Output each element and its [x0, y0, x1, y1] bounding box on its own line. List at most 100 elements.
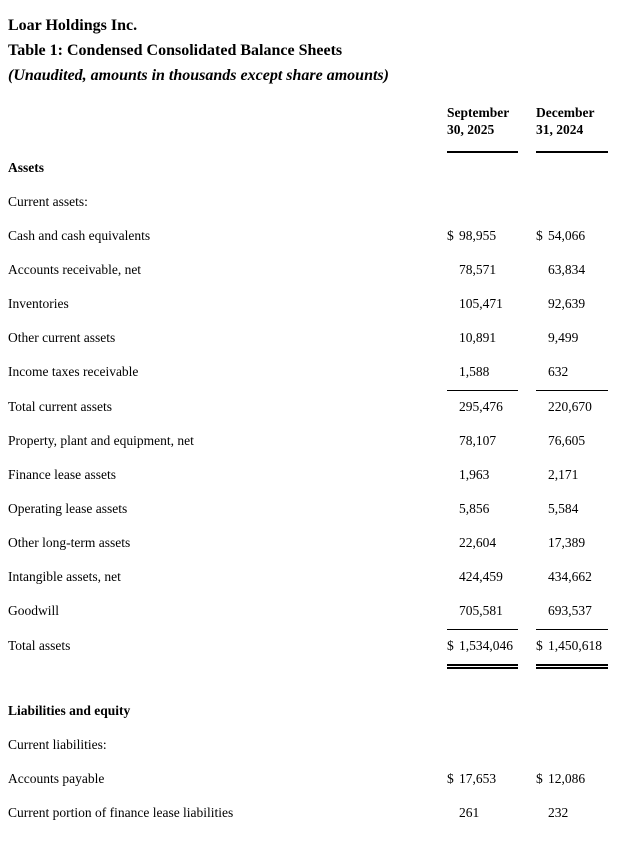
currency-symbol: $: [536, 638, 543, 653]
row-label: Other current assets: [8, 330, 116, 345]
amount: 1,588: [459, 364, 490, 379]
amount: 1,963: [459, 467, 490, 482]
value-cell-period-1: 261: [447, 797, 518, 831]
value-cell-period-2: $12,086: [536, 763, 608, 797]
row-label: Cash and cash equivalents: [8, 228, 151, 243]
table-row-total-assets: Total assets $1,534,046 $1,450,618: [8, 629, 624, 669]
currency-symbol: $: [447, 771, 454, 786]
row-label: Current portion of finance lease liabili…: [8, 805, 234, 820]
section-heading: Assets: [8, 160, 44, 175]
row-label: Total assets: [8, 637, 71, 653]
value-cell-period-2: 220,670: [536, 391, 608, 426]
table-row-intangible-assets: Intangible assets, net 424,459 434,662: [8, 561, 624, 595]
value-cell-period-1: 5,856: [447, 493, 518, 527]
table-row-section-liabilities: Liabilities and equity: [8, 695, 624, 729]
table-row-other-current-assets: Other current assets 10,891 9,499: [8, 322, 624, 356]
row-label: Current liabilities:: [8, 737, 107, 752]
table-row-current-liabilities-heading: Current liabilities:: [8, 729, 624, 763]
table-row-inventories: Inventories 105,471 92,639: [8, 288, 624, 322]
amount: 434,662: [548, 569, 592, 584]
amount: 54,066: [548, 228, 586, 243]
row-label: Operating lease assets: [8, 501, 128, 516]
amount: 9,499: [548, 330, 579, 345]
amount: 632: [548, 364, 569, 379]
value-cell-period-1: 22,604: [447, 527, 518, 561]
amount: 17,389: [548, 535, 586, 550]
row-label: Accounts receivable, net: [8, 262, 142, 277]
table-row-section-assets: Assets: [8, 152, 624, 186]
value-cell-period-2: 92,639: [536, 288, 608, 322]
value-cell-period-2: $54,066: [536, 220, 608, 254]
value-cell-period-2: 63,834: [536, 254, 608, 288]
amount: 22,604: [459, 535, 497, 550]
value-cell-period-2: $1,450,618: [536, 629, 608, 669]
value-cell-period-1: 78,107: [447, 425, 518, 459]
currency-symbol: $: [447, 228, 454, 243]
table-row-cash: Cash and cash equivalents $98,955 $54,06…: [8, 220, 624, 254]
value-cell-period-2: 434,662: [536, 561, 608, 595]
value-cell-period-2: 5,584: [536, 493, 608, 527]
amount: 1,534,046: [459, 638, 513, 653]
value-cell-period-1: $17,653: [447, 763, 518, 797]
amount: 5,584: [548, 501, 579, 516]
amount: 78,107: [459, 433, 497, 448]
value-cell-period-1: 295,476: [447, 391, 518, 426]
value-cell-period-1: 78,571: [447, 254, 518, 288]
row-label: Finance lease assets: [8, 467, 116, 482]
value-cell-period-2: 693,537: [536, 595, 608, 630]
value-cell-period-1: 1,963: [447, 459, 518, 493]
amount: 705,581: [459, 603, 503, 618]
amount: 78,571: [459, 262, 497, 277]
amount: 220,670: [548, 399, 592, 414]
amount: 92,639: [548, 296, 586, 311]
table-row-goodwill: Goodwill 705,581 693,537: [8, 595, 624, 630]
table-row-income-taxes-receivable: Income taxes receivable 1,588 632: [8, 356, 624, 391]
amount: 10,891: [459, 330, 497, 345]
value-cell-period-1: $98,955: [447, 220, 518, 254]
column-header-row: September 30, 2025 December 31, 2024: [8, 88, 624, 153]
section-spacer: [8, 667, 624, 696]
row-label: Intangible assets, net: [8, 569, 121, 584]
amount: 424,459: [459, 569, 503, 584]
value-cell-period-2: 232: [536, 797, 608, 831]
table-row-current-finance-lease-liabilities: Current portion of finance lease liabili…: [8, 797, 624, 831]
table-row-current-assets-heading: Current assets:: [8, 186, 624, 220]
table-row-operating-lease-assets: Operating lease assets 5,856 5,584: [8, 493, 624, 527]
amount: 17,653: [459, 771, 497, 786]
row-label: Inventories: [8, 296, 69, 311]
value-cell-period-2: 17,389: [536, 527, 608, 561]
amount: 1,450,618: [548, 638, 602, 653]
amount: 261: [459, 805, 480, 820]
balance-sheet-table: September 30, 2025 December 31, 2024 Ass…: [8, 88, 624, 831]
value-cell-period-1: $1,534,046: [447, 629, 518, 669]
row-label: Accounts payable: [8, 771, 105, 786]
company-name: Loar Holdings Inc.: [8, 17, 138, 34]
table-row-finance-lease-assets: Finance lease assets 1,963 2,171: [8, 459, 624, 493]
value-cell-period-1: 424,459: [447, 561, 518, 595]
value-cell-period-1: 105,471: [447, 288, 518, 322]
amount: 5,856: [459, 501, 490, 516]
table-row-other-long-term-assets: Other long-term assets 22,604 17,389: [8, 527, 624, 561]
amount: 12,086: [548, 771, 586, 786]
amount: 693,537: [548, 603, 592, 618]
column-header-period-1: September 30, 2025: [447, 88, 518, 153]
table-row-ppe: Property, plant and equipment, net 78,10…: [8, 425, 624, 459]
amount: 232: [548, 805, 569, 820]
currency-symbol: $: [447, 638, 454, 653]
value-cell-period-2: 76,605: [536, 425, 608, 459]
column-header-period-2: December 31, 2024: [536, 88, 608, 153]
value-cell-period-1: 10,891: [447, 322, 518, 356]
amount: 295,476: [459, 399, 503, 414]
currency-symbol: $: [536, 228, 543, 243]
table-row-accounts-payable: Accounts payable $17,653 $12,086: [8, 763, 624, 797]
value-cell-period-2: 2,171: [536, 459, 608, 493]
row-label: Income taxes receivable: [8, 364, 139, 379]
table-title: Table 1: Condensed Consolidated Balance …: [8, 42, 343, 59]
value-cell-period-1: 705,581: [447, 595, 518, 630]
table-subtitle: (Unaudited, amounts in thousands except …: [8, 67, 389, 84]
value-cell-period-2: 632: [536, 356, 608, 391]
table-row-total-current-assets: Total current assets 295,476 220,670: [8, 391, 624, 426]
section-heading: Liabilities and equity: [8, 703, 131, 718]
row-label: Current assets:: [8, 194, 88, 209]
